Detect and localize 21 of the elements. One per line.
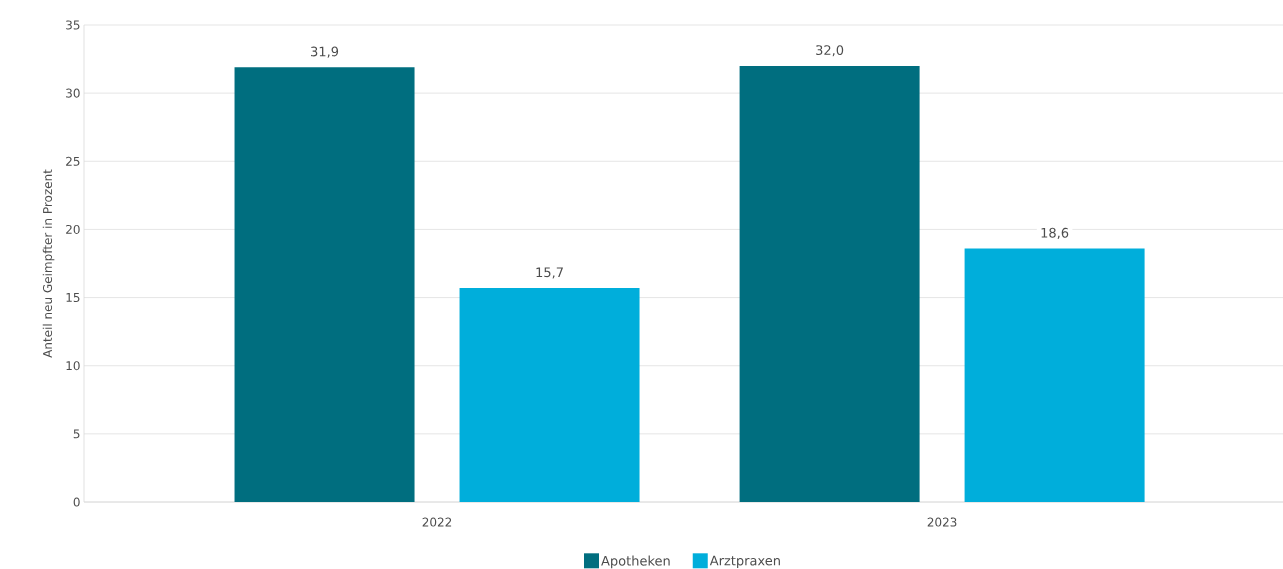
data-label: 32,0: [816, 45, 844, 57]
x-tick-label: 2023: [927, 517, 957, 527]
legend-label: Apotheken: [601, 555, 670, 569]
y-tick-label: 0: [73, 497, 80, 507]
x-tick-label: 2022: [422, 517, 452, 527]
bar: [739, 65, 920, 502]
bar: [459, 288, 640, 502]
legend-label: Arztpraxen: [709, 555, 780, 568]
y-axis-title: Anteil neu Geimpfter in Prozent: [42, 169, 55, 358]
data-label: 15,7: [536, 267, 563, 279]
data-label: 18,6: [1041, 227, 1069, 239]
y-tick-label: 10: [66, 361, 80, 371]
y-tick-label: 5: [73, 429, 80, 439]
y-tick-label: 20: [66, 224, 80, 234]
data-label: 31,9: [311, 46, 339, 58]
y-tick-label: 25: [66, 156, 80, 166]
bar: [234, 67, 415, 502]
y-tick-label: 30: [66, 88, 80, 98]
y-tick-label: 35: [66, 20, 80, 30]
bar: [964, 248, 1145, 502]
y-tick-label: 15: [66, 293, 80, 303]
